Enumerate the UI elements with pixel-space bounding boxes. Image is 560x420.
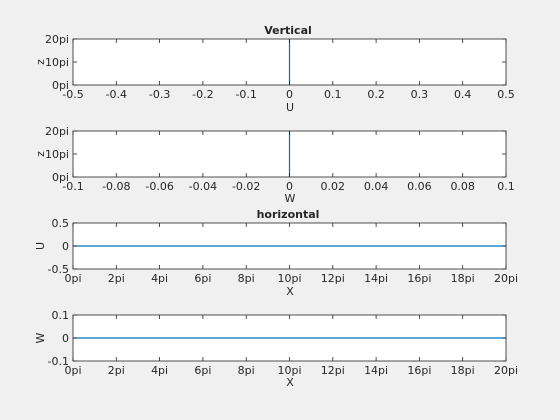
subplot-4-xlabel: X — [286, 376, 294, 389]
subplot-1-ylabel: z — [34, 59, 47, 65]
subplot-3-x-tick-label: 16pi — [407, 272, 431, 285]
subplot-3-ylabel: U — [34, 242, 47, 250]
subplot-4-y-tick-label: -0.1 — [48, 355, 69, 368]
subplot-2-x-tick-label: 0.04 — [364, 180, 389, 193]
subplot-1-x-tick-label: -0.1 — [235, 88, 256, 101]
subplot-2-x-tick-label: -0.04 — [189, 180, 217, 193]
subplot-4-x-tick-label: 2pi — [108, 364, 125, 377]
subplot-1-y-tick-label: 0pi — [52, 79, 69, 92]
subplot-2-x-tick-label: 0.08 — [450, 180, 475, 193]
subplot-1-x-tick-label: 0.1 — [324, 88, 342, 101]
subplot-2-y-tick-label: 10pi — [45, 148, 69, 161]
subplot-4-x-tick-label: 10pi — [277, 364, 301, 377]
subplot-3-x-tick-label: 8pi — [238, 272, 255, 285]
subplot-4-x-tick-label: 8pi — [238, 364, 255, 377]
subplot-4: X W 0pi 2pi 4pi 6pi 8pi 10pi 12pi 14pi 16pi 18pi 2… — [34, 309, 518, 389]
subplot-3-x-tick-label: 4pi — [151, 272, 168, 285]
subplot-4-x-tick-label: 14pi — [364, 364, 388, 377]
subplot-3-x-tick-label: 2pi — [108, 272, 125, 285]
subplot-2-ylabel: z — [34, 151, 47, 157]
subplot-2-x-tick-label: 0.1 — [497, 180, 515, 193]
subplot-2-y-tick-label: 0pi — [52, 171, 69, 184]
subplot-1-x-tick-label: 0.3 — [411, 88, 429, 101]
subplot-2-x-tick-label: 0 — [286, 180, 293, 193]
subplot-2-x-tick-label: 0.06 — [407, 180, 432, 193]
subplot-4-x-tick-label: 20pi — [494, 364, 518, 377]
subplot-4-x-tick-label: 4pi — [151, 364, 168, 377]
subplot-3-x-tick-label: 0pi — [64, 272, 81, 285]
subplot-3-x-tick-label: 12pi — [321, 272, 345, 285]
subplot-2-xlabel: W — [285, 192, 296, 205]
subplot-3-x-tick-label: 10pi — [277, 272, 301, 285]
subplot-2-x-tick-label: 0.02 — [321, 180, 346, 193]
subplot-4-x-tick-label: 16pi — [407, 364, 431, 377]
subplot-2: W z -0.1 -0.08 -0.06 -0.04 -0.02 0 0.02 0.04 0.0… — [34, 125, 515, 205]
subplot-3-xlabel: X — [286, 285, 294, 298]
subplot-1-x-tick-label: -0.3 — [149, 88, 170, 101]
subplot-2-x-tick-label: -0.02 — [232, 180, 260, 193]
subplot-4-x-tick-label: 18pi — [451, 364, 475, 377]
subplot-1-y-tick-label: 20pi — [45, 33, 69, 46]
subplot-3-title: horizontal — [257, 208, 320, 221]
subplot-1-x-tick-label: 0.4 — [454, 88, 472, 101]
subplot-2-x-tick-label: -0.06 — [145, 180, 173, 193]
subplot-3-x-tick-label: 6pi — [194, 272, 211, 285]
subplot-3: horizontal X U 0pi 2pi 4pi 6pi 8pi 10pi 12pi 14… — [34, 208, 518, 298]
subplot-1-x-tick-label: -0.5 — [62, 88, 83, 101]
subplot-4-x-tick-label: 0pi — [64, 364, 81, 377]
subplot-4-ylabel: W — [34, 332, 47, 343]
subplot-1-xlabel: U — [286, 101, 294, 114]
subplot-4-x-tick-label: 12pi — [321, 364, 345, 377]
subplot-3-x-tick-label: 20pi — [494, 272, 518, 285]
subplot-4-x-tick-label: 6pi — [194, 364, 211, 377]
subplot-3-x-tick-label: 18pi — [451, 272, 475, 285]
subplot-4-y-tick-label: 0.1 — [52, 309, 70, 322]
subplot-1-x-tick-label: 0 — [286, 88, 293, 101]
subplot-1-title: Vertical — [264, 24, 312, 37]
subplot-3-x-tick-label: 14pi — [364, 272, 388, 285]
subplot-1: Vertical U z -0.5 -0.4 -0.3 -0.2 -0.1 0 0.1 0.2… — [34, 24, 515, 114]
subplot-1-x-tick-label: -0.2 — [192, 88, 213, 101]
subplot-2-x-tick-label: -0.1 — [62, 180, 83, 193]
subplot-1-x-tick-label: -0.4 — [106, 88, 127, 101]
subplot-2-y-tick-label: 20pi — [45, 125, 69, 138]
subplot-3-y-tick-label: -0.5 — [48, 263, 69, 276]
subplot-1-x-tick-label: 0.5 — [497, 88, 515, 101]
subplot-1-x-tick-label: 0.2 — [367, 88, 385, 101]
subplot-4-y-tick-label: 0 — [62, 332, 69, 345]
subplot-3-y-tick-label: 0.5 — [52, 217, 70, 230]
subplot-1-y-tick-label: 10pi — [45, 56, 69, 69]
subplot-2-x-tick-label: -0.08 — [102, 180, 130, 193]
subplot-3-y-tick-label: 0 — [62, 240, 69, 253]
